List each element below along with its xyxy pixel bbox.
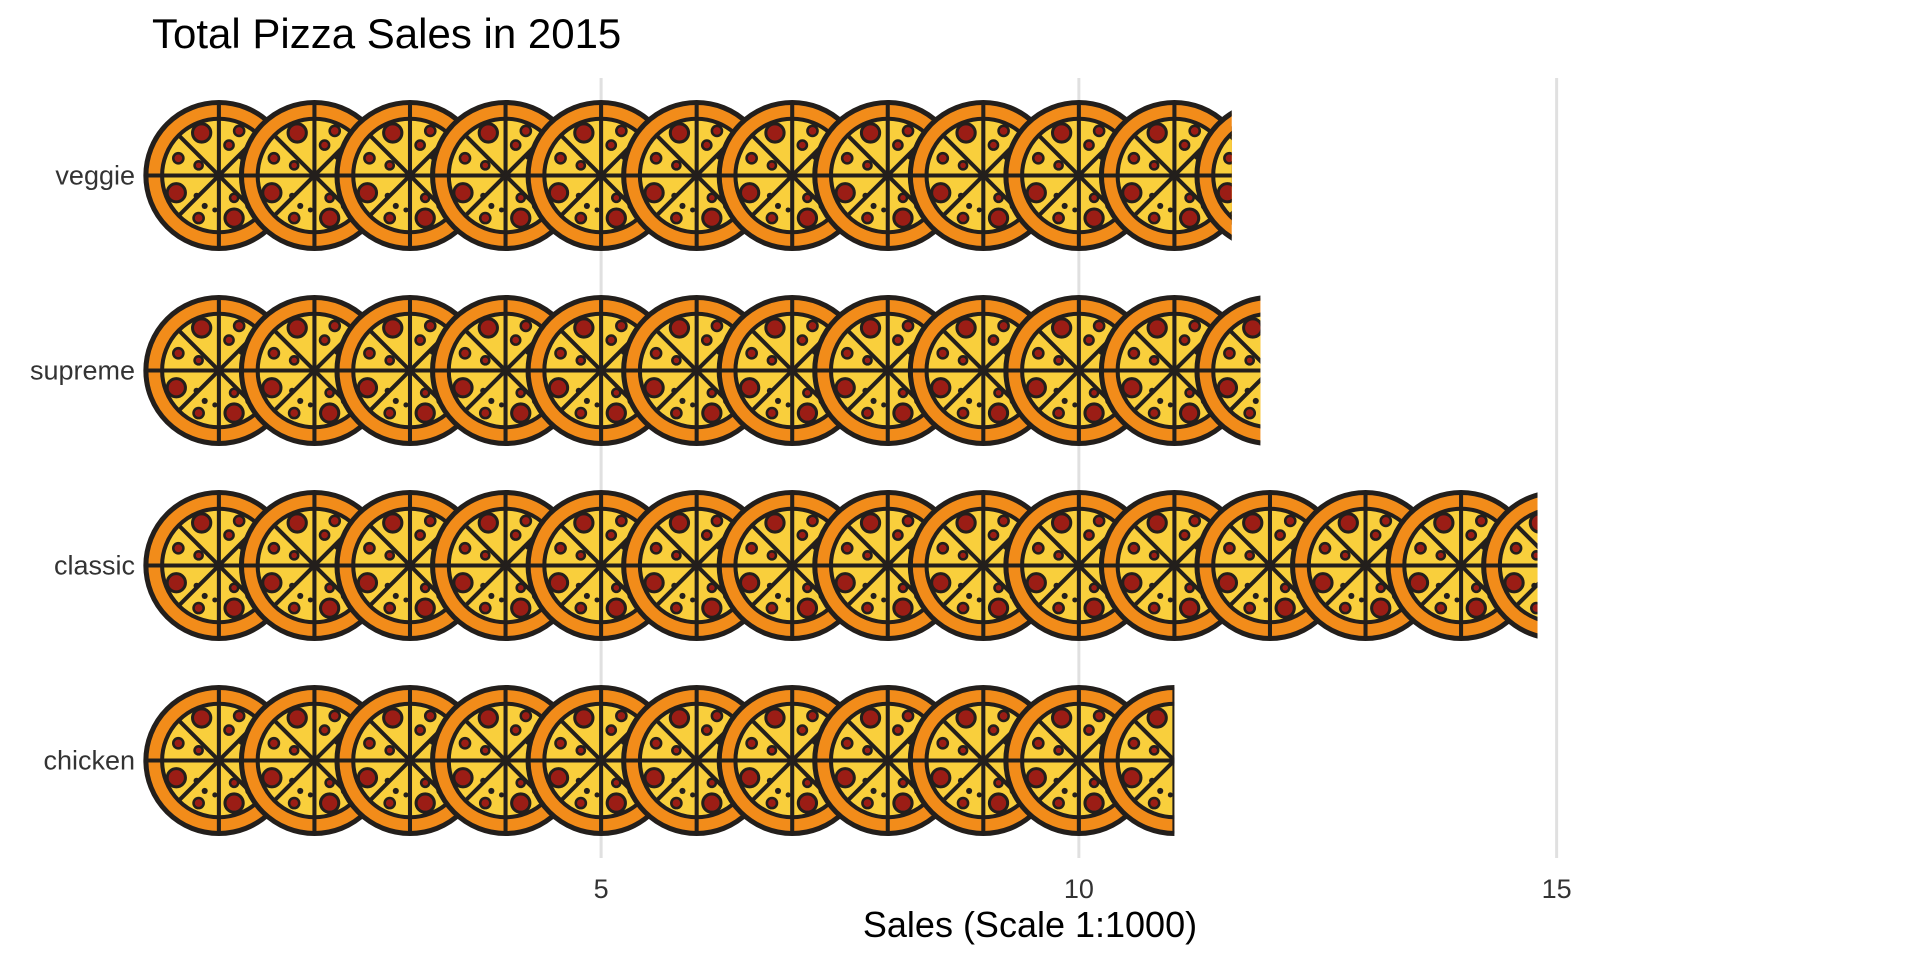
category-label-supreme: supreme [30, 356, 135, 386]
x-tick-label: 5 [594, 874, 609, 904]
x-tick-label: 10 [1064, 874, 1094, 904]
x-tick-label: 15 [1542, 874, 1572, 904]
pizza-icon [1579, 493, 1725, 639]
pizza-icon [1293, 298, 1439, 444]
chart-title: Total Pizza Sales in 2015 [152, 10, 621, 57]
bar-supreme [146, 298, 1439, 444]
pizza-icon [1197, 688, 1343, 834]
pizza-icon [1197, 298, 1343, 444]
pizza-icon [1293, 103, 1439, 249]
bar-chicken [146, 688, 1343, 834]
bar-veggie [146, 103, 1439, 249]
category-label-chicken: chicken [43, 746, 135, 776]
bars-layer [146, 103, 1725, 834]
category-label-veggie: veggie [55, 161, 135, 191]
x-axis-title: Sales (Scale 1:1000) [863, 904, 1197, 945]
bar-classic [146, 493, 1725, 639]
labels-layer: 5 10 15 veggie supreme classic chicken [30, 161, 1572, 905]
category-label-classic: classic [54, 551, 135, 581]
pizza-icon [1197, 103, 1343, 249]
pizza-icon [1101, 688, 1247, 834]
